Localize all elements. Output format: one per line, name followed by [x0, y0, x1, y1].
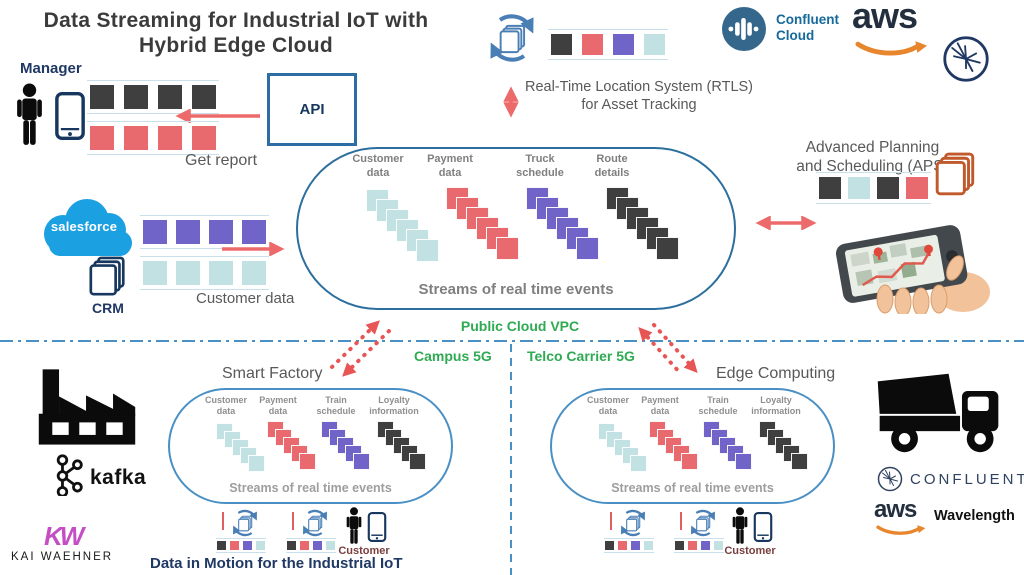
- kafka-logo-text: kafka: [90, 466, 147, 489]
- campus-telco-divider: [510, 344, 512, 575]
- aws-wavelength-smile-icon: [876, 524, 927, 535]
- telco-5g-label: Telco Carrier 5G: [527, 348, 635, 364]
- cloud-edge-divider: [0, 340, 1024, 342]
- crm-label: CRM: [92, 300, 124, 316]
- tagline: Data in Motion for the Industrial IoT: [150, 555, 403, 572]
- kafka-icon: [56, 454, 83, 496]
- sf-cascade-teal: [216, 423, 265, 472]
- crm-stream-teal: [140, 256, 269, 290]
- sf-cascade-purple: [321, 421, 370, 470]
- confluent-burst-icon: [943, 36, 989, 82]
- cloud-col-payment: Payment data: [427, 153, 473, 179]
- ec-connector-tick-2: [680, 512, 682, 530]
- confluent-cloud-icon: [722, 7, 766, 51]
- sf-col-train: Train schedule: [316, 395, 356, 417]
- sf-connector-stream-1: [216, 538, 266, 553]
- rtls-arrow: [503, 86, 519, 118]
- ec-customer-phone-icon: [753, 511, 773, 543]
- ec-stream-footer: Streams of real time events: [611, 481, 774, 495]
- get-report-label: Get report: [185, 152, 258, 169]
- manager-label: Manager: [20, 60, 82, 77]
- public-cloud-vpc-label: Public Cloud VPC: [460, 318, 580, 334]
- sf-col-loyalty: Loyalty information: [369, 395, 419, 417]
- cloud-cascade-purple: [526, 187, 599, 260]
- page-title: Data Streaming for Industrial IoT with H…: [43, 9, 429, 58]
- sf-col-payment: Payment data: [259, 395, 297, 417]
- confluent-cloud-label: Confluent Cloud: [776, 12, 839, 44]
- customer-data-label: Customer data: [196, 290, 295, 307]
- campus-sync-arrows: [330, 320, 392, 377]
- ec-connector-icon-1: [618, 508, 648, 538]
- kai-waehner-logo-text: KAI WAEHNER: [11, 551, 114, 563]
- ec-cascade-dark: [759, 421, 808, 470]
- rtls-sync-icon: [485, 11, 539, 65]
- edge-computing-title: Edge Computing: [716, 365, 836, 382]
- cloud-stream-footer: Streams of real time events: [418, 281, 614, 298]
- ec-cascade-teal: [598, 423, 647, 472]
- ec-col-train: Train schedule: [698, 395, 738, 417]
- sf-stream-footer: Streams of real time events: [229, 481, 392, 495]
- kai-waehner-monogram: KW: [44, 521, 84, 551]
- manager-person-icon: [17, 83, 42, 145]
- sf-customer-phone-icon: [367, 511, 387, 543]
- crm-docs-icon: [89, 256, 125, 296]
- sf-connector-icon-2: [300, 508, 330, 538]
- sf-connector-tick-2: [292, 512, 294, 530]
- ec-customer-label: Customer: [724, 545, 776, 557]
- confluent-logo-burst-icon: [877, 466, 903, 492]
- ec-col-loyalty: Loyalty information: [751, 395, 801, 417]
- sf-customer-label: Customer: [338, 545, 390, 557]
- aps-docs-icon: [935, 152, 975, 196]
- sf-col-customer: Customer data: [204, 395, 247, 417]
- crm-stream-purple: [140, 215, 269, 249]
- sf-connector-tick-1: [222, 512, 224, 530]
- ec-col-payment: Payment data: [641, 395, 679, 417]
- get-report-arrow: [175, 109, 260, 123]
- manager-phone-icon: [55, 92, 85, 140]
- aws-logo-text: aws: [852, 0, 918, 36]
- truck-icon: [877, 373, 999, 453]
- ec-connector-tick-1: [610, 512, 612, 530]
- cloud-col-customer: Customer data: [352, 153, 404, 179]
- ec-customer-person-icon: [732, 507, 748, 544]
- aws-smile-icon: [855, 40, 931, 58]
- ec-cascade-red: [649, 421, 698, 470]
- aps-arrow: [755, 216, 817, 230]
- cloud-cascade-red: [446, 187, 519, 260]
- report-stream-red: [87, 121, 219, 155]
- aws-wavelength-logo-text: aws: [874, 496, 917, 523]
- cloud-cascade-dark: [606, 187, 679, 260]
- ec-connector-stream-2: [674, 538, 724, 553]
- sf-connector-stream-2: [286, 538, 336, 553]
- cloud-cascade-teal: [366, 189, 439, 262]
- cloud-col-route: Route details: [594, 153, 630, 179]
- ec-connector-icon-2: [688, 508, 718, 538]
- rtls-caption: Real-Time Location System (RTLS) for Ass…: [524, 79, 754, 114]
- crm-arrow: [222, 242, 285, 256]
- wavelength-label: Wavelength: [934, 508, 1015, 524]
- ec-connector-stream-1: [604, 538, 654, 553]
- confluent-logo-text: CONFLUENT: [910, 471, 1024, 488]
- factory-icon: [38, 369, 136, 445]
- smart-factory-title: Smart Factory: [222, 365, 323, 382]
- report-stream-black: [87, 80, 219, 114]
- hand-phone-map-illustration: [833, 222, 990, 314]
- sf-cascade-red: [267, 421, 316, 470]
- aps-stream-row: [816, 172, 931, 204]
- campus-5g-label: Campus 5G: [414, 348, 492, 364]
- sf-connector-icon-1: [230, 508, 260, 538]
- ec-col-customer: Customer data: [586, 395, 629, 417]
- cloud-col-truck: Truck schedule: [516, 153, 564, 179]
- api-box: API: [267, 73, 357, 146]
- salesforce-logo-text: salesforce: [50, 219, 118, 234]
- rtls-stream-row: [548, 29, 668, 60]
- sf-cascade-dark: [377, 421, 426, 470]
- telco-sync-arrows: [638, 323, 698, 377]
- sf-customer-person-icon: [346, 507, 362, 544]
- ec-cascade-purple: [703, 421, 752, 470]
